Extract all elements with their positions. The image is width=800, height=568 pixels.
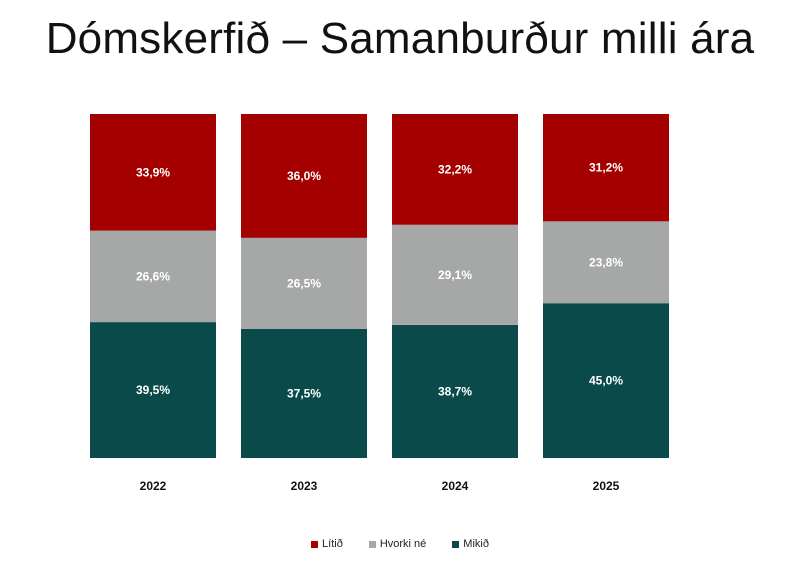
data-label-2024-0: 32,2% [438, 162, 472, 176]
category-label-2025: 2025 [593, 479, 620, 493]
data-label-2022-0: 33,9% [136, 165, 170, 179]
bar-segment-2023-1 [241, 237, 367, 329]
legend-item-mikid: Mikið [452, 538, 489, 550]
bar-segment-2025-0 [543, 114, 669, 222]
bar-segment-2024-2 [392, 324, 518, 458]
legend-item-hvorki-ne: Hvorki né [368, 538, 427, 550]
legend-label-mikid: Mikið [463, 538, 489, 550]
bar-segment-2023-0 [241, 114, 367, 238]
bar-segment-2024-1 [392, 224, 518, 325]
bar-segment-2022-2 [90, 322, 216, 458]
legend: Lítið Hvorki né Mikið [0, 538, 800, 550]
data-label-2025-1: 23,8% [589, 255, 623, 269]
bar-segment-2022-1 [90, 230, 216, 323]
data-label-2022-2: 39,5% [136, 383, 170, 397]
legend-item-litid: Lítið [311, 538, 343, 550]
data-label-2025-2: 45,0% [589, 374, 623, 388]
category-label-2023: 2023 [291, 479, 318, 493]
data-label-2023-0: 36,0% [287, 169, 321, 183]
category-label-2022: 2022 [140, 479, 167, 493]
bar-segment-2022-0 [90, 114, 216, 231]
data-label-2023-1: 26,5% [287, 276, 321, 290]
data-label-2025-0: 31,2% [589, 161, 623, 175]
bar-segment-2023-2 [241, 329, 367, 458]
data-label-2024-2: 38,7% [438, 384, 472, 398]
legend-label-hvorki-ne: Hvorki né [379, 538, 427, 550]
bar-segment-2024-0 [392, 114, 518, 225]
bar-segment-2025-1 [543, 221, 669, 304]
data-label-2022-1: 26,6% [136, 269, 170, 283]
data-label-2024-1: 29,1% [438, 268, 472, 282]
chart-title: Dómskerfið – Samanburður milli ára [45, 14, 755, 63]
category-label-2024: 2024 [442, 479, 469, 493]
legend-swatch-litid [311, 540, 319, 548]
legend-swatch-mikid [452, 540, 460, 548]
legend-swatch-hvorki-ne [368, 540, 376, 548]
data-label-2023-2: 37,5% [287, 387, 321, 401]
bar-segment-2025-2 [543, 303, 669, 458]
legend-label-litid: Lítið [322, 538, 343, 550]
